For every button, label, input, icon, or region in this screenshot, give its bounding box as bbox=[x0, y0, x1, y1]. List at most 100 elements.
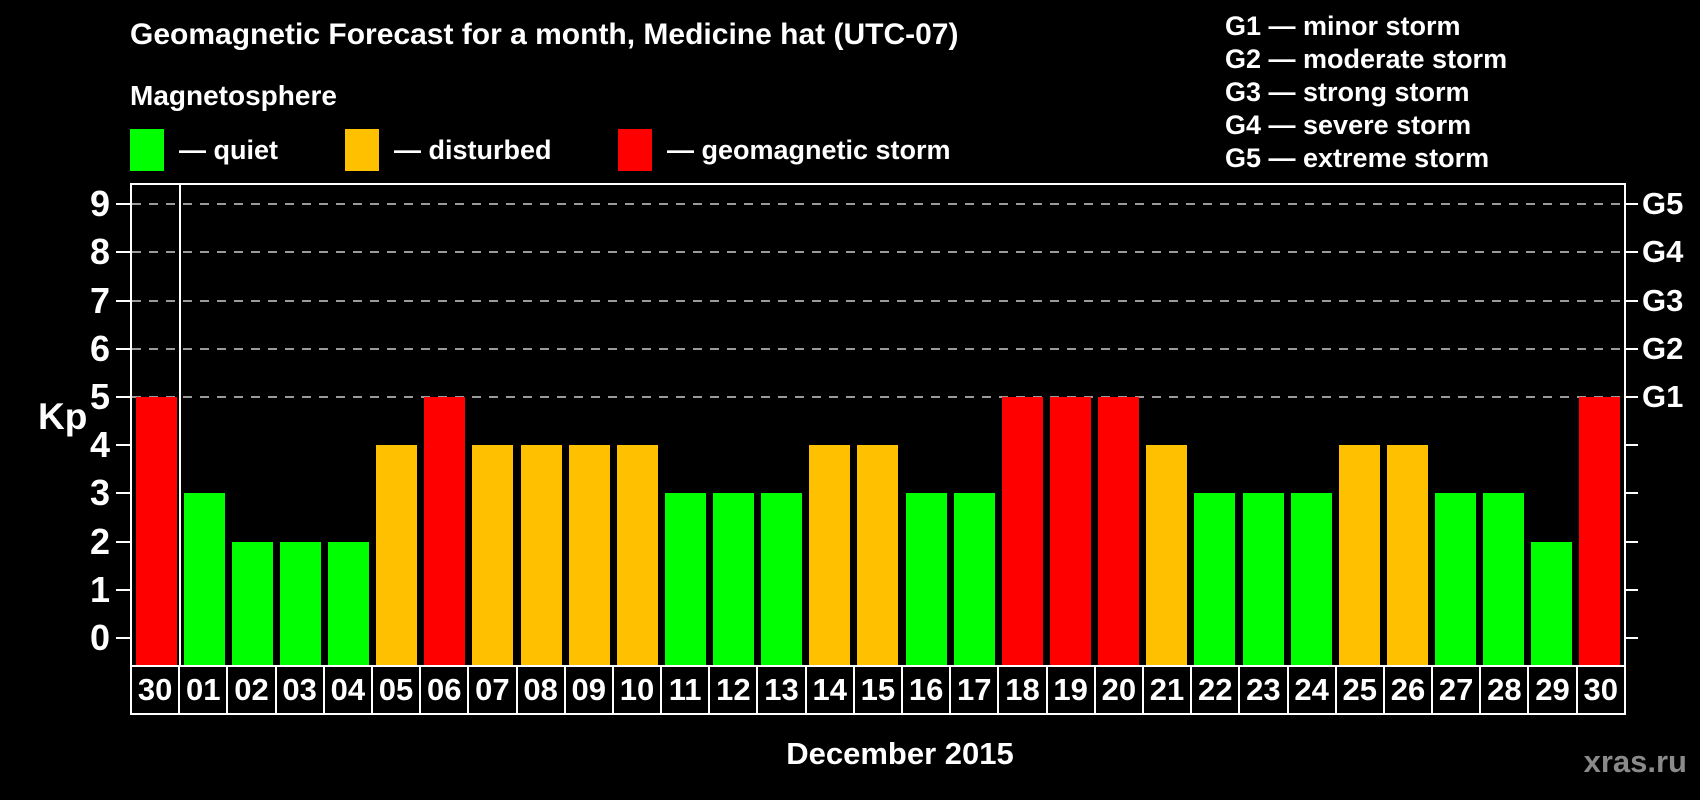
y-axis-tick-label: 6 bbox=[89, 327, 110, 369]
day-label: 28 bbox=[1479, 665, 1530, 715]
y-axis-tick-left bbox=[116, 637, 130, 639]
legend-swatch-storm bbox=[618, 129, 652, 171]
day-label: 11 bbox=[660, 665, 711, 715]
right-axis-label-g1: G1 bbox=[1642, 379, 1684, 414]
y-axis-tick-left bbox=[116, 540, 130, 543]
day-label: 21 bbox=[1141, 665, 1193, 715]
y-axis-tick-label: 9 bbox=[89, 183, 110, 225]
magnetosphere-label: Magnetosphere bbox=[130, 80, 337, 111]
kp-bar-day-30 bbox=[135, 397, 177, 665]
day-label: 12 bbox=[708, 665, 759, 715]
y-axis-tick-right bbox=[1624, 396, 1638, 398]
kp-bar-day-21 bbox=[1146, 445, 1188, 665]
day-label: 25 bbox=[1334, 665, 1385, 715]
y-axis-tick-left bbox=[116, 588, 130, 591]
gridline-kp5 bbox=[132, 396, 1624, 398]
gridline-kp6 bbox=[132, 347, 1624, 350]
kp-bar-day-28 bbox=[1483, 493, 1525, 665]
kp-bar-day-20 bbox=[1098, 397, 1140, 665]
day-label: 17 bbox=[949, 665, 1000, 715]
y-axis-tick-left bbox=[116, 251, 130, 254]
y-axis-tick-label: 4 bbox=[89, 424, 110, 466]
day-label: 06 bbox=[419, 665, 470, 715]
y-axis-tick-label: 0 bbox=[89, 617, 110, 658]
kp-bar-day-02 bbox=[231, 541, 273, 665]
kp-bar-day-14 bbox=[809, 445, 851, 665]
gridline-kp7 bbox=[132, 299, 1624, 302]
magnetosphere-legend: — quiet — disturbed — geomagnetic storm bbox=[0, 128, 1700, 174]
watermark: xras.ru bbox=[1583, 744, 1687, 779]
right-axis-label-g5: G5 bbox=[1642, 186, 1684, 222]
y-axis-tick-label: 1 bbox=[89, 568, 110, 610]
legend-item-storm: — geomagnetic storm bbox=[618, 128, 951, 172]
y-axis-tick-left bbox=[116, 299, 130, 302]
day-label: 13 bbox=[756, 665, 807, 715]
day-label: 18 bbox=[997, 665, 1048, 715]
kp-bar-day-01 bbox=[183, 493, 225, 665]
chart-title: Geomagnetic Forecast for a month, Medici… bbox=[130, 18, 959, 51]
kp-bar-day-22 bbox=[1194, 493, 1236, 665]
day-label: 15 bbox=[852, 665, 903, 715]
right-axis-label-g2: G2 bbox=[1642, 330, 1684, 366]
kp-bar-day-18 bbox=[1001, 397, 1043, 665]
storm-scale-g3: G3 — strong storm bbox=[1225, 77, 1470, 107]
kp-bar-day-13 bbox=[761, 493, 803, 665]
kp-bar-day-03 bbox=[279, 541, 321, 665]
kp-bar-day-23 bbox=[1242, 493, 1284, 665]
y-axis-tick-label: 2 bbox=[89, 520, 110, 562]
storm-scale-g4: G4 — severe storm bbox=[1225, 110, 1472, 140]
day-label: 10 bbox=[611, 665, 663, 715]
kp-bar-day-07 bbox=[472, 445, 514, 665]
y-axis-tick-label: 3 bbox=[89, 472, 110, 514]
legend-item-quiet: — quiet bbox=[130, 128, 278, 172]
storm-scale-g5: G5 — extreme storm bbox=[1225, 143, 1490, 173]
y-axis-tick-label: 8 bbox=[89, 231, 110, 273]
day-label: 07 bbox=[467, 665, 518, 715]
y-axis-tick-right bbox=[1624, 444, 1638, 447]
y-axis-title: Kp bbox=[38, 396, 88, 437]
day-label: 26 bbox=[1382, 665, 1434, 715]
gridline-kp9 bbox=[132, 203, 1624, 206]
kp-bar-day-15 bbox=[857, 445, 899, 665]
y-axis-tick-right bbox=[1624, 540, 1638, 543]
day-label: 16 bbox=[901, 665, 952, 715]
legend-label-disturbed: — disturbed bbox=[394, 134, 552, 165]
y-axis-tick-right bbox=[1624, 203, 1638, 206]
y-axis-tick-left bbox=[116, 203, 130, 206]
x-axis-title: December 2015 bbox=[786, 736, 1014, 771]
y-axis-tick-left bbox=[116, 347, 130, 350]
day-label: 30 bbox=[1575, 665, 1626, 715]
y-axis-tick-left bbox=[116, 396, 130, 398]
legend-swatch-quiet bbox=[130, 129, 164, 171]
day-label: 29 bbox=[1527, 665, 1578, 715]
kp-bar-day-12 bbox=[713, 493, 755, 665]
legend-label-storm: — geomagnetic storm bbox=[667, 134, 951, 165]
day-label: 08 bbox=[515, 665, 566, 715]
kp-bar-day-27 bbox=[1435, 493, 1477, 665]
day-label: 24 bbox=[1286, 665, 1337, 715]
day-label: 03 bbox=[274, 665, 325, 715]
kp-bar-day-26 bbox=[1386, 445, 1428, 665]
right-axis-label-g4: G4 bbox=[1642, 234, 1684, 270]
legend-item-disturbed: — disturbed bbox=[345, 128, 552, 172]
y-axis-tick-label: 5 bbox=[89, 376, 110, 417]
day-label: 14 bbox=[804, 665, 855, 715]
legend-swatch-disturbed bbox=[345, 129, 379, 171]
day-label: 19 bbox=[1045, 665, 1096, 715]
kp-bar-day-06 bbox=[424, 397, 466, 665]
y-axis-tick-right bbox=[1624, 492, 1638, 495]
kp-bar-day-30 bbox=[1579, 397, 1621, 665]
kp-bar-day-25 bbox=[1338, 445, 1380, 665]
y-axis-tick-right bbox=[1624, 637, 1638, 639]
y-axis-tick-label: 7 bbox=[89, 279, 110, 321]
day-label: 04 bbox=[322, 665, 373, 715]
kp-bar-day-16 bbox=[905, 493, 947, 665]
y-axis-tick-left bbox=[116, 492, 130, 495]
kp-bar-day-19 bbox=[1050, 397, 1092, 665]
kp-bar-day-29 bbox=[1531, 541, 1573, 665]
y-axis-tick-right bbox=[1624, 251, 1638, 254]
gridline-kp8 bbox=[132, 251, 1624, 254]
kp-bar-day-05 bbox=[376, 445, 418, 665]
day-label: 27 bbox=[1431, 665, 1482, 715]
y-axis-tick-right bbox=[1624, 588, 1638, 591]
